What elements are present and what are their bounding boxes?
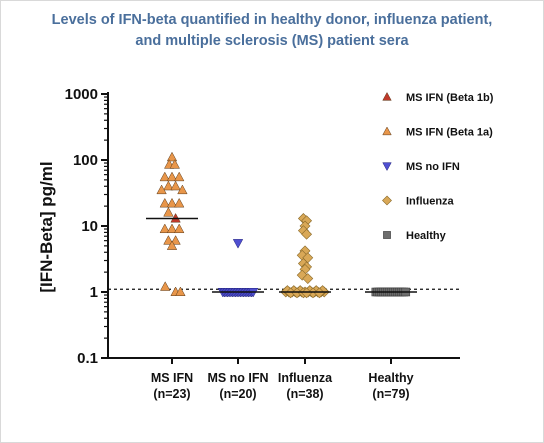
x-tick-label: Influenza xyxy=(278,371,333,385)
data-point xyxy=(156,184,167,195)
y-tick-label: 10 xyxy=(81,218,98,235)
data-point xyxy=(174,197,185,208)
legend-label: MS IFN (Beta 1a) xyxy=(406,127,493,139)
data-point xyxy=(163,207,174,217)
data-point xyxy=(175,286,186,296)
data-point xyxy=(170,180,181,191)
x-tick-count: (n=79) xyxy=(372,387,409,401)
legend-label: MS no IFN xyxy=(406,161,460,173)
data-point xyxy=(169,159,180,169)
data-point xyxy=(166,240,178,250)
x-tick-label: MS IFN xyxy=(151,371,193,385)
x-tick-count: (n=23) xyxy=(153,387,190,401)
data-point xyxy=(301,287,313,299)
data-point xyxy=(170,235,181,245)
legend: MS IFN (Beta 1b) MS IFN (Beta 1a) MS no IF… xyxy=(382,91,494,242)
data-point xyxy=(166,197,178,208)
x-tick-count: (n=38) xyxy=(286,387,323,401)
legend-marker xyxy=(383,231,391,239)
data-point xyxy=(174,223,185,234)
data-point xyxy=(166,171,178,182)
y-tick-label: 1 xyxy=(90,284,98,301)
data-point xyxy=(163,235,174,245)
legend-marker xyxy=(382,195,392,206)
data-point xyxy=(163,180,174,191)
legend-label: MS IFN (Beta 1b) xyxy=(406,92,494,104)
y-tick-label: 1000 xyxy=(65,86,98,103)
chart-title-line-2: and multiple sclerosis (MS) patient sera xyxy=(135,33,409,49)
data-point xyxy=(166,223,178,234)
x-tick-count: (n=20) xyxy=(219,387,256,401)
x-tick-label: MS no IFN xyxy=(207,371,268,385)
data-point xyxy=(177,184,188,195)
legend-marker xyxy=(382,91,392,101)
legend-label: Healthy xyxy=(406,230,447,242)
y-tick-label: 100 xyxy=(73,152,98,169)
median-lines xyxy=(146,217,417,293)
legend-marker xyxy=(382,162,392,172)
data-point xyxy=(301,228,313,240)
data-points xyxy=(156,151,411,299)
data-point xyxy=(174,171,185,182)
y-tick-label: 0.1 xyxy=(77,350,98,367)
data-point xyxy=(313,287,325,299)
data-point xyxy=(232,239,244,249)
legend-marker xyxy=(382,126,392,136)
x-tick-label: Healthy xyxy=(368,371,413,385)
data-point xyxy=(159,171,170,182)
axes: 1000 100 10 1 0.1 MS IFN (n=23) MS no IFN (n=20)… xyxy=(65,86,460,401)
data-point xyxy=(160,281,171,291)
data-point xyxy=(166,151,178,162)
legend-label: Influenza xyxy=(406,196,455,208)
data-point xyxy=(302,273,314,284)
data-point xyxy=(159,223,170,234)
chart-title: Levels of IFN-beta quantified in healthy… xyxy=(10,10,534,52)
data-point xyxy=(159,197,170,208)
y-axis-label: [IFN-Beta] pg/ml xyxy=(37,161,56,292)
chart-title-line-1: Levels of IFN-beta quantified in healthy… xyxy=(51,12,493,28)
